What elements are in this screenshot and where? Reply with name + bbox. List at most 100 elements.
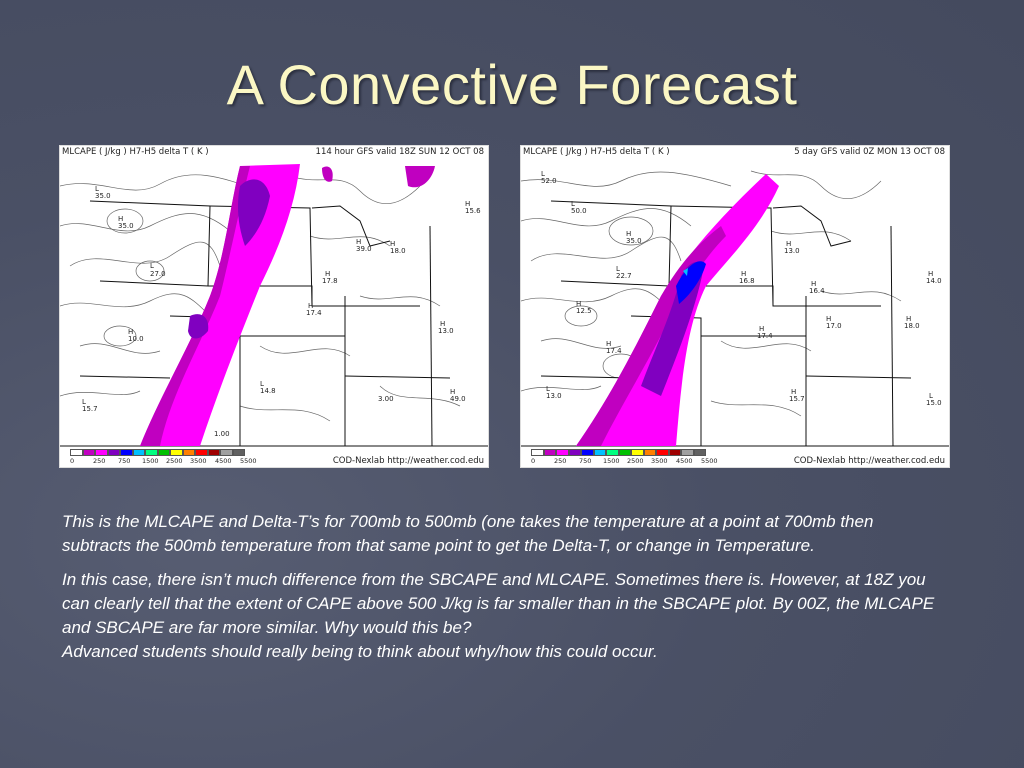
map-valid-time: 5 day GFS valid 0Z MON 13 OCT 08 <box>794 147 945 157</box>
svg-text:H: H <box>791 388 796 396</box>
colorbar-swatch <box>145 449 158 456</box>
colorbar-swatch <box>195 449 208 456</box>
svg-text:12.5: 12.5 <box>576 307 592 315</box>
svg-text:10.0: 10.0 <box>128 335 144 343</box>
colorbar-swatch <box>82 449 95 456</box>
svg-text:H: H <box>928 270 933 278</box>
forecast-map-18z: L35.0 H35.0 L27.0 H10.0 L15.7 L L14.8 H1… <box>59 145 489 468</box>
colorbar-label: 5500 <box>701 457 718 465</box>
colorbar-label: 2500 <box>166 457 183 465</box>
svg-text:H: H <box>741 270 746 278</box>
colorbar-swatch <box>593 449 606 456</box>
svg-text:3.00: 3.00 <box>378 395 394 403</box>
colorbar-label: 5500 <box>240 457 257 465</box>
body-paragraph: In this case, there isn’t much differenc… <box>62 570 935 637</box>
colorbar-swatch <box>120 449 133 456</box>
colorbar-swatch <box>556 449 569 456</box>
svg-text:H: H <box>759 325 764 333</box>
svg-text:35.0: 35.0 <box>95 192 111 200</box>
svg-text:H: H <box>606 340 611 348</box>
map-graphic: L35.0 H35.0 L27.0 H10.0 L15.7 L L14.8 H1… <box>60 164 488 447</box>
colorbar-swatch <box>232 449 245 456</box>
svg-text:1.00: 1.00 <box>214 430 230 438</box>
svg-text:H: H <box>826 315 831 323</box>
svg-text:15.7: 15.7 <box>82 405 98 413</box>
colorbar-labels: 0 250 750 1500 2500 3500 4500 5500 <box>529 457 779 466</box>
map-credit: COD-Nexlab http://weather.cod.edu <box>793 456 945 466</box>
svg-text:18.0: 18.0 <box>904 322 920 330</box>
colorbar-swatch <box>618 449 631 456</box>
map-variable-label: MLCAPE ( J/kg ) H7-H5 delta T ( K ) <box>523 147 670 157</box>
svg-text:50.0: 50.0 <box>571 207 587 215</box>
colorbar-label: 1500 <box>603 457 620 465</box>
svg-text:15.6: 15.6 <box>465 207 481 215</box>
colorbar-label: 4500 <box>215 457 232 465</box>
svg-text:L: L <box>546 385 550 393</box>
map-variable-label: MLCAPE ( J/kg ) H7-H5 delta T ( K ) <box>62 147 209 157</box>
colorbar-label: 2500 <box>627 457 644 465</box>
cape-colorbar <box>531 449 706 456</box>
svg-text:H: H <box>786 240 791 248</box>
colorbar-swatch <box>207 449 220 456</box>
colorbar-label: 4500 <box>676 457 693 465</box>
map-header: MLCAPE ( J/kg ) H7-H5 delta T ( K ) 5 da… <box>523 147 945 159</box>
colorbar-label: 750 <box>118 457 131 465</box>
svg-text:35.0: 35.0 <box>626 237 642 245</box>
colorbar-swatch <box>656 449 669 456</box>
colorbar-swatch <box>95 449 108 456</box>
body-paragraph: This is the MLCAPE and Delta-T’s for 700… <box>62 512 874 555</box>
map-credit: COD-Nexlab http://weather.cod.edu <box>332 456 484 466</box>
svg-text:L: L <box>571 200 575 208</box>
colorbar-label: 3500 <box>190 457 207 465</box>
svg-text:H: H <box>450 388 455 396</box>
colorbar-label: 750 <box>579 457 592 465</box>
forecast-map-00z: L 52.0 L 50.0 H 35.0 L 22.7 H 12.5 H 17.4 L 13.… <box>520 145 950 468</box>
svg-text:16.4: 16.4 <box>809 287 825 295</box>
svg-text:H: H <box>440 320 445 328</box>
svg-text:18.0: 18.0 <box>390 247 406 255</box>
svg-text:17.4: 17.4 <box>306 309 322 317</box>
svg-text:L: L <box>82 398 86 406</box>
colorbar-swatch <box>643 449 656 456</box>
svg-text:49.0: 49.0 <box>450 395 466 403</box>
colorbar-label: 0 <box>531 457 536 465</box>
cape-colorbar <box>70 449 245 456</box>
colorbar-swatch <box>107 449 120 456</box>
svg-text:13.0: 13.0 <box>546 392 562 400</box>
svg-text:L: L <box>616 265 620 273</box>
svg-text:14.0: 14.0 <box>926 277 942 285</box>
colorbar-swatch <box>606 449 619 456</box>
svg-text:H: H <box>118 215 123 223</box>
slide-body: This is the MLCAPE and Delta-T’s for 700… <box>62 510 942 664</box>
svg-text:17.8: 17.8 <box>322 277 338 285</box>
colorbar-swatch <box>581 449 594 456</box>
colorbar-swatch <box>631 449 644 456</box>
colorbar-swatch <box>170 449 183 456</box>
svg-text:L: L <box>541 170 545 178</box>
colorbar-swatch <box>568 449 581 456</box>
svg-text:L: L <box>150 262 154 270</box>
svg-text:17.0: 17.0 <box>826 322 842 330</box>
svg-text:H: H <box>356 238 361 246</box>
map-valid-time: 114 hour GFS valid 18Z SUN 12 OCT 08 <box>315 147 484 157</box>
svg-text:H: H <box>465 200 470 208</box>
colorbar-swatch <box>132 449 145 456</box>
svg-text:17.4: 17.4 <box>606 347 622 355</box>
svg-text:27.0: 27.0 <box>150 270 166 278</box>
colorbar-labels: 0 250 750 1500 2500 3500 4500 5500 <box>68 457 318 466</box>
colorbar-swatch <box>531 449 544 456</box>
svg-text:16.8: 16.8 <box>739 277 755 285</box>
svg-text:H: H <box>325 270 330 278</box>
slide-title: A Convective Forecast <box>226 53 798 116</box>
svg-text:14.8: 14.8 <box>260 387 276 395</box>
svg-text:39.0: 39.0 <box>356 245 372 253</box>
svg-text:H: H <box>390 240 395 248</box>
colorbar-swatch <box>182 449 195 456</box>
colorbar-swatch <box>157 449 170 456</box>
colorbar-swatch <box>693 449 706 456</box>
svg-text:13.0: 13.0 <box>438 327 454 335</box>
colorbar-label: 3500 <box>651 457 668 465</box>
colorbar-swatch <box>681 449 694 456</box>
colorbar-swatch <box>543 449 556 456</box>
colorbar-label: 0 <box>70 457 75 465</box>
